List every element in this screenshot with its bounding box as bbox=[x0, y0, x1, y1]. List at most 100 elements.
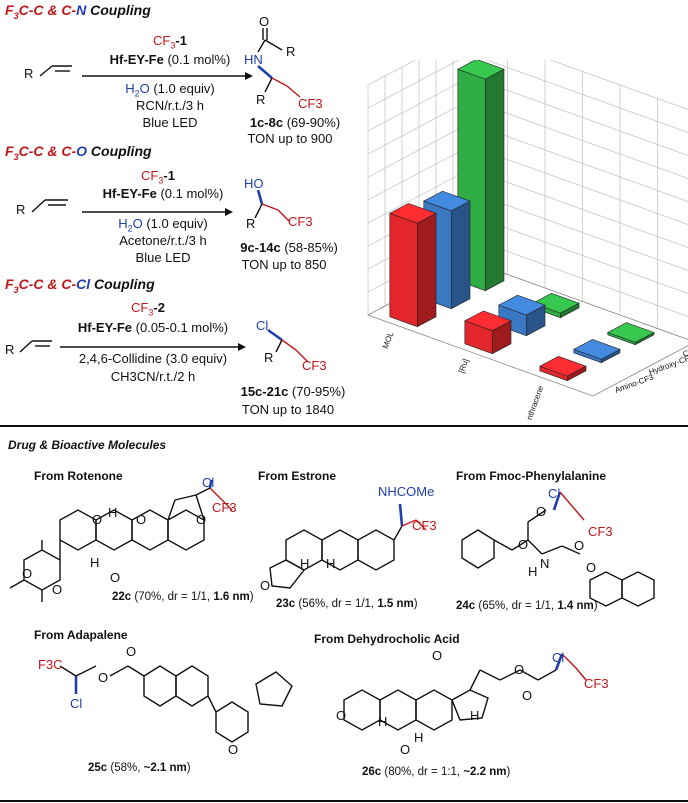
atom-26c-h1: H bbox=[378, 714, 388, 729]
alkene-2 bbox=[31, 199, 68, 213]
atom-26c-o4: O bbox=[522, 688, 533, 703]
atom-22c-cl: Cl bbox=[202, 475, 215, 490]
category-label: Anthracene bbox=[523, 384, 546, 420]
conditions-1a: RCN/r.t./3 h bbox=[136, 98, 204, 113]
bar-top bbox=[464, 310, 512, 332]
conditions-2b: Blue LED bbox=[135, 250, 191, 265]
atom-22c-o1: O bbox=[92, 512, 103, 527]
atom-25c-o1: O bbox=[98, 670, 109, 685]
atom-22c-ome1: O bbox=[22, 566, 33, 581]
atom-26c-o1: O bbox=[336, 708, 347, 723]
additive-3: 2,4,6-Collidine (3.0 equiv) bbox=[78, 351, 228, 366]
additive-2: H2O (1.0 equiv) bbox=[118, 216, 208, 234]
product-2-ton: TON up to 850 bbox=[241, 257, 327, 272]
bar-top bbox=[498, 294, 546, 316]
bar-top bbox=[532, 292, 580, 314]
structure-26c-dehydrocholic bbox=[343, 653, 587, 731]
source-fmoc: From Fmoc-Phenylalanine bbox=[456, 469, 607, 483]
atom-25c-f3c: F3C bbox=[38, 657, 63, 672]
bar-top bbox=[607, 322, 655, 343]
atom-23c-o: O bbox=[260, 578, 271, 593]
product-2-r: R bbox=[246, 216, 256, 231]
structure-23c-estrone bbox=[269, 503, 427, 589]
series-label: Amino-CF3 bbox=[614, 372, 656, 394]
product-3-cf3: CF3 bbox=[302, 358, 327, 373]
catalyst-3: Hf-EY-Fe (0.05-0.1 mol%) bbox=[77, 320, 229, 335]
atom-23c-cf3: CF3 bbox=[412, 518, 437, 533]
product-2-cf3: CF3 bbox=[288, 214, 313, 229]
reagent-3: CF3-2 bbox=[131, 300, 165, 318]
product-2-label: 9c-14c (58-85%) bbox=[240, 240, 338, 255]
section-header-ccl: F3C-C & C-Cl Coupling bbox=[5, 276, 155, 295]
product-3-label: 15c-21c (70-95%) bbox=[240, 384, 346, 399]
structure-25c-adapalene bbox=[59, 665, 293, 743]
arrowhead-2 bbox=[225, 208, 233, 216]
source-dehydrocholic: From Dehydrocholic Acid bbox=[314, 632, 460, 646]
bar-side bbox=[451, 200, 471, 310]
caption-26c: 26c (80%, dr = 1:1, ~2.2 nm) bbox=[362, 766, 511, 778]
atom-25c-o3: O bbox=[228, 742, 239, 757]
section-header-cn: F3C-C & C-N Coupling bbox=[5, 2, 151, 21]
atom-26c-cf3: CF3 bbox=[584, 676, 609, 691]
atom-24c-o3: O bbox=[574, 538, 585, 553]
caption-24c: 24c (65%, dr = 1/1, 1.4 nm) bbox=[456, 600, 598, 612]
atom-26c-o5: O bbox=[514, 662, 525, 677]
ton-3d-bar-chart: 0200400600800100012001400160018002000TON… bbox=[367, 60, 688, 420]
alkene-3 bbox=[19, 340, 52, 353]
bar-front bbox=[389, 212, 418, 328]
caption-23c: 23c (56%, dr = 1/1, 1.5 nm) bbox=[276, 598, 418, 610]
structure-24c-fmoc bbox=[461, 491, 655, 607]
bioactive-title: Drug & Bioactive Molecules bbox=[8, 438, 167, 452]
atom-23c-h2: H bbox=[300, 556, 310, 571]
alkene-1 bbox=[39, 65, 72, 77]
atom-22c-cf3: CF3 bbox=[212, 500, 237, 515]
bar-top bbox=[457, 60, 505, 80]
reagent-2: CF3-1 bbox=[141, 168, 175, 186]
atom-22c-h2: H bbox=[90, 555, 100, 570]
bar-top bbox=[423, 190, 471, 212]
series-label: Hydroxy-CF3 bbox=[648, 352, 688, 377]
product-3-r: R bbox=[264, 350, 274, 365]
catalyst-2: Hf-EY-Fe (0.1 mol%) bbox=[102, 186, 224, 201]
category-label: [Ru] bbox=[457, 358, 470, 375]
arrowhead-3 bbox=[238, 343, 246, 351]
product-2-ho: HO bbox=[244, 176, 264, 191]
substrate-r-3: R bbox=[5, 342, 15, 357]
product-1-label: 1c-8c (69-90%) bbox=[249, 115, 341, 130]
source-rotenone: From Rotenone bbox=[34, 469, 123, 483]
atom-26c-h3: H bbox=[470, 708, 480, 723]
atom-26c-o3: O bbox=[400, 742, 411, 757]
source-adapalene: From Adapalene bbox=[34, 628, 128, 642]
source-estrone: From Estrone bbox=[258, 469, 337, 483]
atom-24c-o4: O bbox=[586, 560, 597, 575]
atom-24c-h: H bbox=[528, 564, 538, 579]
caption-25c: 25c (58%, ~2.1 nm) bbox=[88, 762, 191, 774]
caption-22c: 22c (70%, dr = 1/1, 1.6 nm) bbox=[112, 591, 254, 603]
atom-22c-ko: O bbox=[110, 570, 121, 585]
product-1-o: O bbox=[259, 14, 270, 29]
conditions-3a: CH3CN/r.t./2 h bbox=[110, 369, 196, 384]
structure-22c-rotenone bbox=[9, 480, 233, 602]
atom-24c-cf3: CF3 bbox=[588, 524, 613, 539]
product-3-cl: Cl bbox=[256, 318, 269, 333]
product-3-ton: TON up to 1840 bbox=[241, 402, 335, 417]
substrate-r-2: R bbox=[16, 202, 26, 217]
conditions-2a: Acetone/r.t./3 h bbox=[119, 233, 207, 248]
bar-top bbox=[573, 339, 621, 360]
atom-26c-h2: H bbox=[414, 730, 424, 745]
product-1-hn: HN bbox=[244, 52, 263, 67]
catalyst-1: Hf-EY-Fe (0.1 mol%) bbox=[109, 52, 231, 67]
product-1-skeleton bbox=[257, 28, 301, 98]
section-header-co: F3C-C & C-O Coupling bbox=[5, 143, 152, 162]
product-1-r-top: R bbox=[286, 44, 296, 59]
product-1-r-bottom: R bbox=[256, 92, 266, 107]
atom-24c-cl: Cl bbox=[548, 486, 561, 501]
additive-1: H2O (1.0 equiv) bbox=[125, 81, 215, 99]
reaction-schemes-graphics bbox=[19, 28, 309, 363]
product-1-cf3: CF3 bbox=[298, 96, 323, 111]
arrowhead-1 bbox=[245, 72, 253, 80]
bar-side bbox=[485, 68, 505, 292]
atom-23c-h1: H bbox=[326, 556, 336, 571]
reagent-1: CF3-1 bbox=[153, 33, 187, 51]
atom-25c-cl: Cl bbox=[70, 696, 83, 711]
